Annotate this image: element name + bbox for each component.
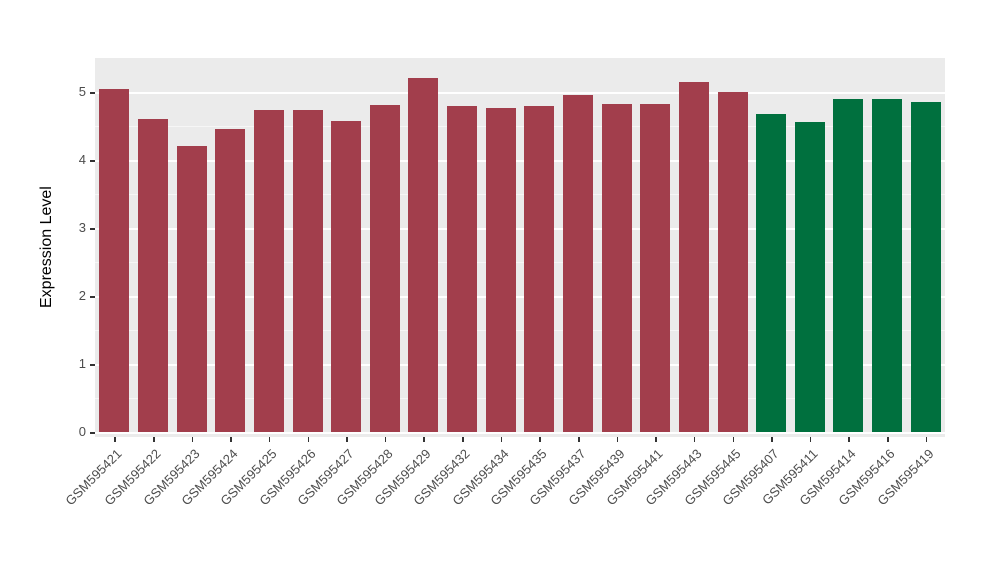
y-tick-label: 1 bbox=[78, 356, 86, 371]
y-tick-mark bbox=[90, 228, 95, 230]
bar-GSM595434 bbox=[485, 107, 516, 432]
x-tick-mark bbox=[423, 437, 425, 442]
bar-GSM595424 bbox=[215, 129, 246, 432]
x-tick-mark bbox=[307, 437, 310, 442]
x-tick-mark bbox=[693, 437, 696, 442]
gridline-minor bbox=[95, 262, 945, 263]
y-tick-label: 0 bbox=[78, 424, 86, 439]
gridline-major bbox=[95, 432, 945, 434]
bar-GSM595443 bbox=[678, 81, 709, 432]
gridline-major bbox=[95, 296, 945, 298]
x-tick-mark bbox=[346, 437, 348, 442]
bar-GSM595411 bbox=[794, 121, 825, 432]
x-tick-mark bbox=[809, 437, 812, 442]
x-tick-mark bbox=[230, 437, 232, 442]
x-tick-mark bbox=[848, 437, 850, 442]
gridline-major bbox=[95, 92, 945, 94]
bar-GSM595437 bbox=[562, 94, 593, 432]
bar-GSM595439 bbox=[601, 103, 632, 432]
y-tick-mark bbox=[90, 432, 95, 434]
bar-GSM595426 bbox=[292, 109, 323, 432]
x-tick-mark bbox=[500, 437, 503, 442]
x-tick-mark bbox=[732, 437, 735, 442]
bar-GSM595429 bbox=[408, 78, 439, 432]
bar-GSM595407 bbox=[756, 113, 787, 432]
y-axis-title: Expression Level bbox=[38, 186, 55, 309]
bar-GSM595441 bbox=[640, 103, 671, 432]
gridline-minor bbox=[95, 126, 945, 127]
x-tick-mark bbox=[655, 437, 657, 442]
y-tick-label: 3 bbox=[78, 220, 86, 235]
x-tick-mark bbox=[268, 437, 271, 442]
y-tick-mark bbox=[90, 92, 95, 94]
x-tick-mark bbox=[462, 437, 464, 442]
bar-GSM595414 bbox=[833, 98, 864, 432]
y-tick-label: 4 bbox=[78, 152, 86, 167]
y-tick-mark bbox=[90, 296, 95, 298]
bar-GSM595428 bbox=[369, 104, 400, 432]
y-tick-mark bbox=[90, 160, 95, 162]
bar-GSM595416 bbox=[872, 99, 903, 432]
bar-GSM595432 bbox=[447, 105, 478, 432]
x-tick-mark bbox=[384, 437, 387, 442]
x-tick-mark bbox=[539, 437, 541, 442]
x-tick-mark bbox=[152, 437, 155, 442]
bar-GSM595423 bbox=[176, 146, 207, 432]
gridline-minor bbox=[95, 330, 945, 331]
bar-GSM595427 bbox=[331, 121, 362, 432]
x-tick-mark bbox=[616, 437, 619, 442]
y-tick-label: 5 bbox=[78, 84, 86, 99]
gridline-minor bbox=[95, 194, 945, 195]
x-tick-mark bbox=[577, 437, 580, 442]
bar-GSM595422 bbox=[137, 119, 168, 432]
plot-area bbox=[95, 58, 945, 437]
x-tick-mark bbox=[191, 437, 194, 442]
x-tick-mark bbox=[925, 437, 928, 442]
gridline-major bbox=[95, 160, 945, 162]
bar-GSM595425 bbox=[253, 109, 284, 432]
y-tick-label: 2 bbox=[78, 288, 86, 303]
bar-GSM595445 bbox=[717, 92, 748, 432]
bar-GSM595421 bbox=[99, 88, 130, 432]
bar-GSM595435 bbox=[524, 105, 555, 432]
gridline-major bbox=[95, 228, 945, 230]
x-tick-mark bbox=[771, 437, 773, 442]
bar-GSM595419 bbox=[910, 102, 941, 432]
gridline-major bbox=[95, 364, 945, 366]
x-tick-mark bbox=[887, 437, 889, 442]
x-tick-mark bbox=[114, 437, 116, 442]
gridline-minor bbox=[95, 398, 945, 399]
y-tick-mark bbox=[90, 364, 95, 366]
